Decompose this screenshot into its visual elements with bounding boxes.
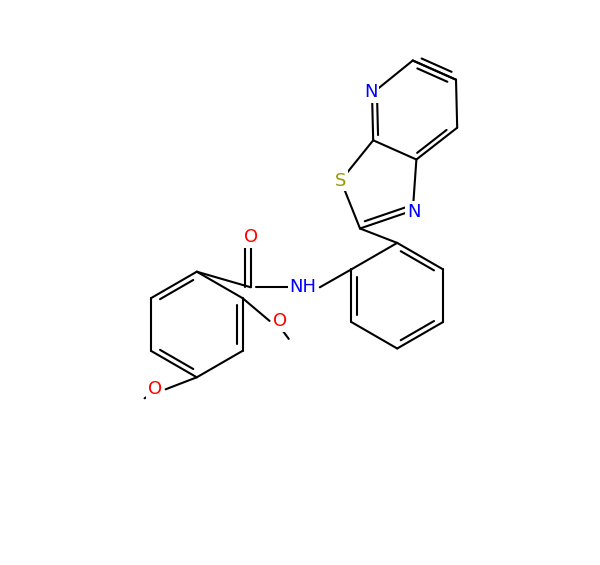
Text: O: O [273,312,287,330]
Text: O: O [244,228,258,246]
Text: S: S [335,172,346,189]
Text: NH: NH [290,279,317,296]
Text: N: N [364,83,377,101]
Text: O: O [148,380,162,398]
Text: N: N [407,203,421,221]
